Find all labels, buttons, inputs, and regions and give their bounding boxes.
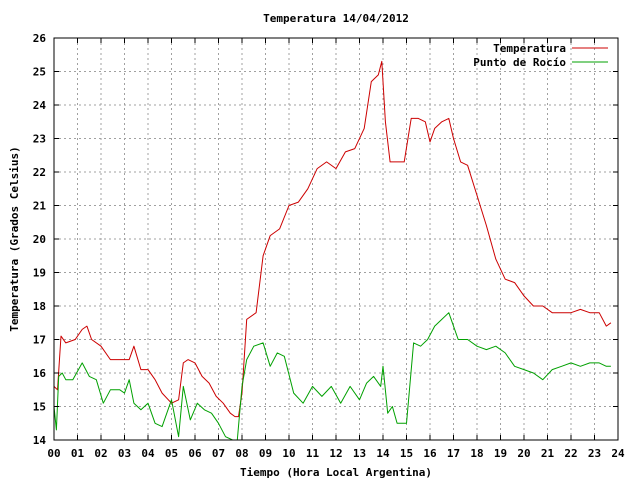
x-tick-label: 05 bbox=[165, 447, 178, 460]
y-tick-label: 19 bbox=[33, 267, 46, 280]
legend-label-temperatura: Temperatura bbox=[493, 42, 566, 55]
chart-title: Temperatura 14/04/2012 bbox=[263, 12, 409, 25]
y-tick-label: 20 bbox=[33, 233, 46, 246]
x-tick-label: 07 bbox=[212, 447, 225, 460]
x-tick-label: 19 bbox=[494, 447, 507, 460]
x-tick-label: 14 bbox=[376, 447, 390, 460]
x-tick-label: 24 bbox=[611, 447, 625, 460]
series-line-punto-de-rocio bbox=[53, 312, 611, 441]
y-tick-label: 24 bbox=[33, 99, 47, 112]
y-tick-label: 17 bbox=[33, 334, 46, 347]
legend-label-punto-de-rocio: Punto de Rocío bbox=[473, 56, 566, 69]
x-tick-label: 21 bbox=[541, 447, 555, 460]
y-tick-label: 16 bbox=[33, 367, 47, 380]
x-tick-label: 10 bbox=[282, 447, 295, 460]
x-tick-label: 13 bbox=[353, 447, 366, 460]
x-tick-label: 20 bbox=[517, 447, 530, 460]
x-tick-label: 02 bbox=[94, 447, 107, 460]
x-tick-label: 01 bbox=[71, 447, 85, 460]
y-tick-label: 22 bbox=[33, 166, 46, 179]
series-layer bbox=[53, 60, 612, 441]
x-tick-label: 08 bbox=[235, 447, 248, 460]
y-tick-label: 23 bbox=[33, 133, 46, 146]
x-tick-label: 22 bbox=[564, 447, 577, 460]
x-tick-label: 09 bbox=[259, 447, 272, 460]
y-tick-label: 26 bbox=[33, 32, 47, 45]
y-tick-label: 25 bbox=[33, 66, 46, 79]
x-tick-label: 04 bbox=[141, 447, 155, 460]
y-axis-label: Temperatura (Grados Celsius) bbox=[8, 146, 21, 331]
x-tick-label: 03 bbox=[118, 447, 131, 460]
x-tick-label: 12 bbox=[329, 447, 342, 460]
x-tick-label: 15 bbox=[400, 447, 413, 460]
y-tick-label: 15 bbox=[33, 401, 46, 414]
x-tick-label: 16 bbox=[423, 447, 437, 460]
y-tick-label: 18 bbox=[33, 300, 46, 313]
x-tick-label: 11 bbox=[306, 447, 320, 460]
legend: Temperatura Punto de Rocío bbox=[473, 42, 608, 69]
x-tick-label: 17 bbox=[447, 447, 460, 460]
x-tick-label: 00 bbox=[47, 447, 60, 460]
x-tick-label: 06 bbox=[188, 447, 202, 460]
x-axis-label: Tiempo (Hora Local Argentina) bbox=[240, 466, 432, 479]
y-tick-label: 14 bbox=[33, 434, 47, 447]
axis-ticks: 00 01 02 03 04 05 06 07 08 09 10 11 12 13 14 15 16 17 18 19… bbox=[33, 32, 625, 460]
series-line-temperatura bbox=[53, 60, 612, 418]
x-tick-label: 18 bbox=[470, 447, 483, 460]
x-tick-label: 23 bbox=[588, 447, 601, 460]
y-tick-label: 21 bbox=[33, 200, 47, 213]
grid bbox=[54, 38, 618, 440]
